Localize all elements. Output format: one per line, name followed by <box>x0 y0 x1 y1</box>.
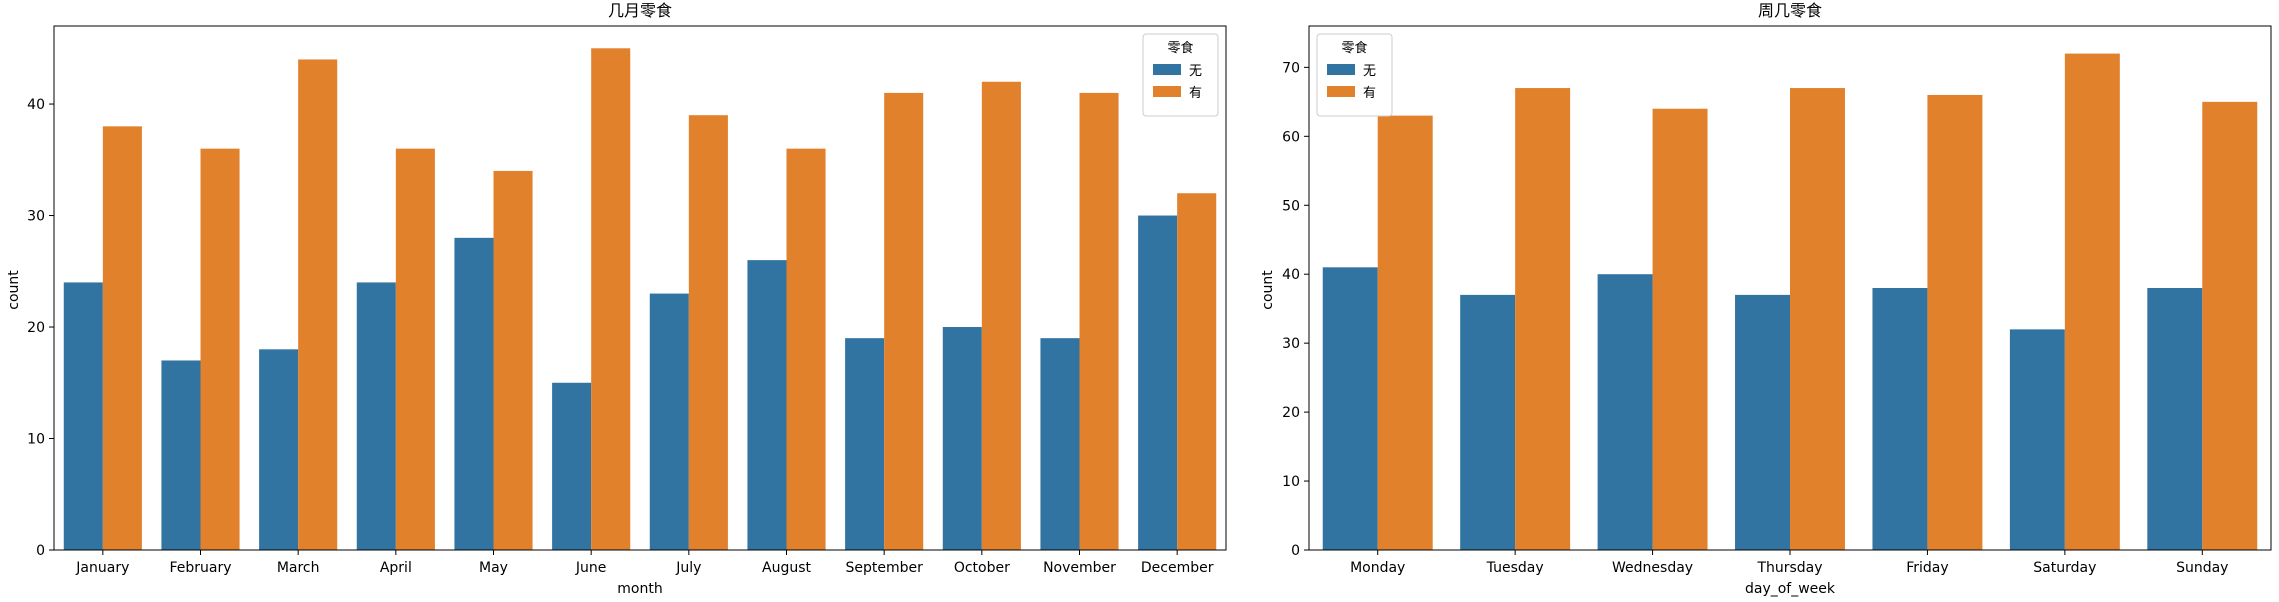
legend-label-no: 无 <box>1189 64 1202 79</box>
plot-frame <box>53 25 1227 551</box>
legend: 零食 无 有 <box>1142 33 1219 117</box>
y-tick-label: 20 <box>1282 405 1300 421</box>
bar-no-sunday <box>2147 288 2203 550</box>
bar-no-january <box>63 282 103 550</box>
bar-yes-sunday <box>2202 101 2258 550</box>
legend: 零食 无 有 <box>1316 33 1393 117</box>
legend-swatch-yes <box>1153 86 1181 97</box>
bar-yes-february <box>200 148 240 550</box>
bar-no-march <box>259 349 299 550</box>
bar-yes-december <box>1177 193 1217 550</box>
x-tick-label: February <box>169 560 231 576</box>
x-tick-label: October <box>954 560 1010 576</box>
x-tick-label: November <box>1043 560 1116 576</box>
x-tick-label: March <box>277 560 320 576</box>
legend-label-no: 无 <box>1363 64 1376 79</box>
bar-no-tuesday <box>1460 294 1516 550</box>
y-tick-label: 60 <box>1282 129 1300 145</box>
bar-no-friday <box>1872 288 1928 550</box>
y-tick-label: 10 <box>1282 474 1300 490</box>
bar-yes-july <box>688 115 728 550</box>
bar-yes-may <box>493 170 533 551</box>
x-tick-label: January <box>75 560 129 576</box>
bar-no-october <box>942 327 982 550</box>
legend-swatch-no <box>1327 64 1355 75</box>
bar-no-april <box>356 282 396 550</box>
x-tick-label: December <box>1141 560 1214 576</box>
x-tick-label: May <box>479 560 508 576</box>
bar-yes-november <box>1079 92 1119 550</box>
y-tick-label: 50 <box>1282 198 1300 214</box>
y-tick-label: 70 <box>1282 60 1300 76</box>
y-tick-label: 40 <box>1282 267 1300 283</box>
y-axis-ticks: 0 10 20 30 40 <box>27 97 54 559</box>
x-axis-label: month <box>617 581 662 597</box>
weekday-snack-chart: 周几零食 day_of_week count 0 10 20 30 40 50 60 70 M… <box>1260 1 2272 597</box>
bar-yes-june <box>591 48 631 550</box>
x-tick-label: Wednesday <box>1612 560 1693 576</box>
y-axis-label: count <box>1260 270 1276 310</box>
bar-yes-wednesday <box>1652 108 1708 550</box>
legend-label-yes: 有 <box>1189 86 1202 101</box>
y-tick-label: 0 <box>1291 543 1300 559</box>
bar-yes-monday <box>1377 115 1433 550</box>
bar-no-february <box>161 360 201 550</box>
bar-yes-september <box>884 92 924 550</box>
x-tick-label: August <box>762 560 812 576</box>
chart-title: 周几零食 <box>1758 1 1822 20</box>
x-tick-label: Saturday <box>2033 560 2096 576</box>
bar-no-december <box>1138 215 1178 550</box>
bar-no-may <box>454 237 494 551</box>
bar-yes-august <box>786 148 826 550</box>
x-tick-label: Sunday <box>2176 560 2228 576</box>
y-tick-label: 40 <box>27 97 45 113</box>
x-axis-ticks: Monday Tuesday Wednesday Thursday Friday Satu… <box>1350 550 2228 576</box>
bar-yes-april <box>395 148 435 550</box>
x-axis-ticks: January February March April May June July Augu… <box>75 550 1214 576</box>
bar-yes-friday <box>1927 94 1983 551</box>
x-tick-label: July <box>675 560 701 576</box>
x-tick-label: Monday <box>1350 560 1405 576</box>
bar-no-august <box>747 260 787 550</box>
bar-yes-march <box>298 59 338 550</box>
bar-no-september <box>845 338 885 550</box>
legend-swatch-yes <box>1327 86 1355 97</box>
x-tick-label: April <box>380 560 412 576</box>
bar-no-july <box>649 293 689 550</box>
bar-no-june <box>552 382 592 550</box>
y-axis-ticks: 0 10 20 30 40 50 60 70 <box>1282 60 1309 559</box>
bar-yes-thursday <box>1790 88 1845 550</box>
bar-yes-october <box>981 81 1021 550</box>
bar-no-monday <box>1322 267 1378 550</box>
bar-no-november <box>1040 338 1080 550</box>
legend-title: 零食 <box>1167 40 1193 56</box>
bar-group <box>1322 53 2258 551</box>
month-snack-chart: 几月零食 month count 0 10 20 30 40 January Februa… <box>6 1 1227 597</box>
x-tick-label: Tuesday <box>1486 560 1544 576</box>
x-tick-label: Friday <box>1906 560 1948 576</box>
x-tick-label: June <box>575 560 607 576</box>
bar-yes-saturday <box>2064 53 2120 550</box>
bar-no-thursday <box>1735 294 1790 550</box>
y-tick-label: 30 <box>27 209 45 225</box>
bar-yes-tuesday <box>1515 88 1571 550</box>
x-tick-label: September <box>845 560 923 576</box>
bar-no-wednesday <box>1597 274 1653 550</box>
legend-title: 零食 <box>1341 40 1367 56</box>
chart-title: 几月零食 <box>608 1 672 20</box>
plot-frame <box>1308 25 2272 551</box>
y-tick-label: 10 <box>27 432 45 448</box>
x-tick-label: Thursday <box>1756 560 1822 576</box>
bar-yes-january <box>102 126 142 550</box>
y-tick-label: 0 <box>36 543 45 559</box>
x-axis-label: day_of_week <box>1745 581 1836 597</box>
legend-swatch-no <box>1153 64 1181 75</box>
y-axis-label: count <box>6 270 22 310</box>
bar-group <box>63 48 1217 551</box>
bar-no-saturday <box>2009 329 2065 550</box>
y-tick-label: 30 <box>1282 336 1300 352</box>
legend-label-yes: 有 <box>1363 86 1376 101</box>
y-tick-label: 20 <box>27 320 45 336</box>
